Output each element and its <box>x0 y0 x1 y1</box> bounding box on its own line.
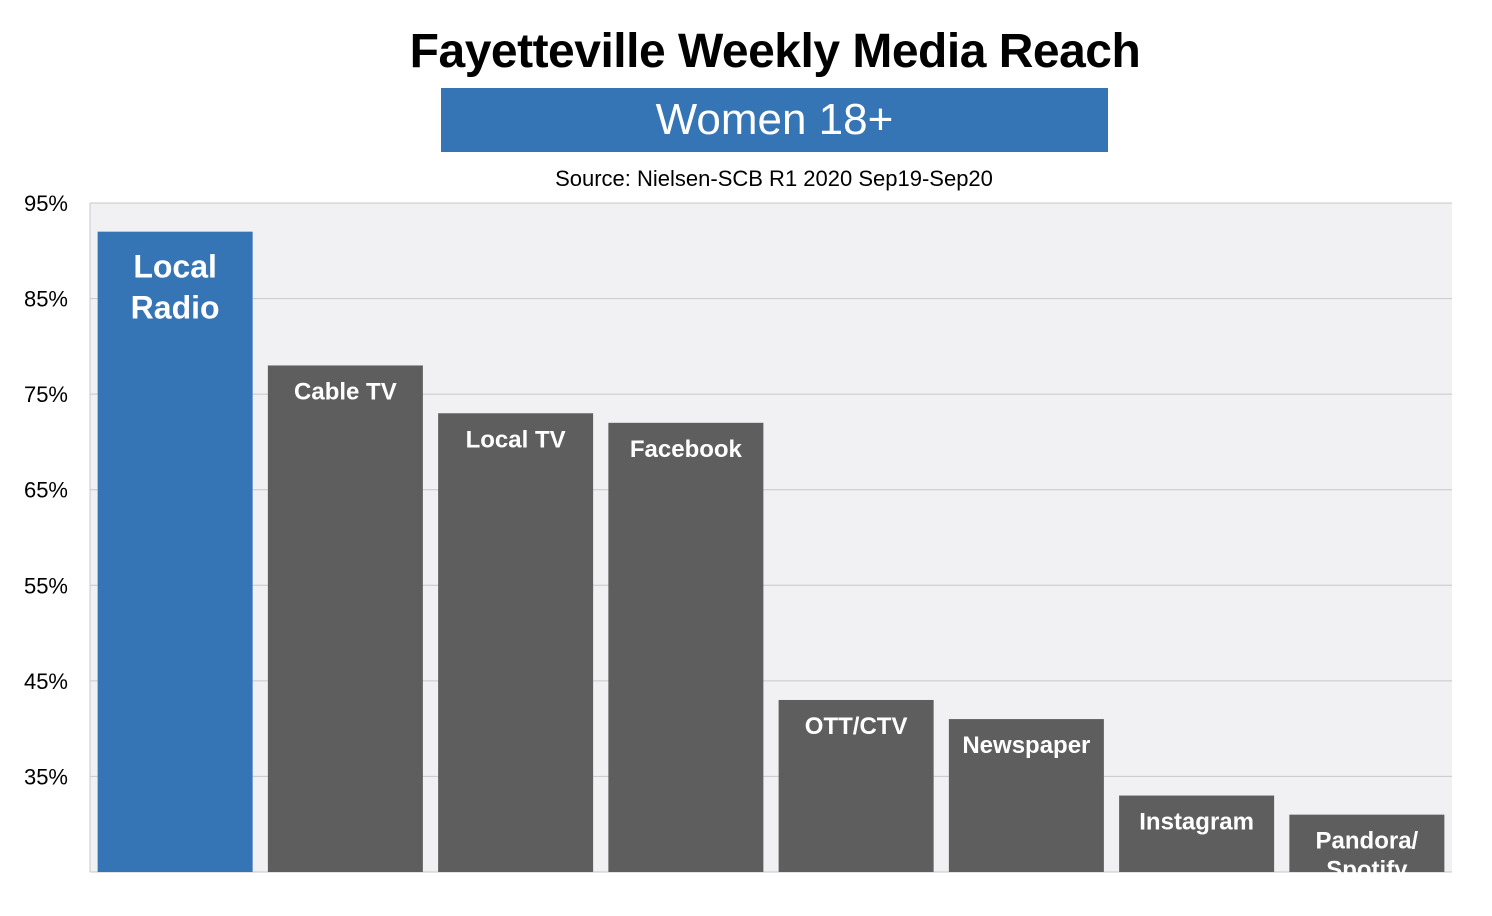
bar <box>1119 795 1275 872</box>
y-tick-label: 35% <box>24 764 68 789</box>
bar <box>97 231 253 872</box>
bar-label: Instagram <box>1139 809 1254 836</box>
bar-label: Spotify <box>1326 857 1408 884</box>
bar <box>608 422 764 872</box>
bar <box>267 365 423 872</box>
chart-title: Fayetteville Weekly Media Reach <box>409 25 1141 78</box>
y-tick-label: 55% <box>24 573 68 598</box>
y-tick-label: 75% <box>24 382 68 407</box>
y-tick-label: 65% <box>24 478 68 503</box>
bar <box>778 699 934 872</box>
chart-source: Source: Nielsen-SCB R1 2020 Sep19-Sep20 <box>555 166 993 191</box>
bar-label: Local <box>133 249 217 285</box>
bar-label: Radio <box>131 290 220 326</box>
bar-label: Facebook <box>630 436 743 463</box>
bar <box>1289 814 1445 872</box>
bar-label: Newspaper <box>962 732 1090 759</box>
bar <box>948 719 1104 872</box>
bar-label: Cable TV <box>294 378 397 405</box>
bar <box>438 413 594 872</box>
bar-label: Pandora/ <box>1316 828 1419 855</box>
chart-subtitle: Women 18+ <box>441 88 1108 152</box>
bar-label: OTT/CTV <box>805 713 908 740</box>
y-tick-label: 95% <box>24 191 68 216</box>
bar-label: Local TV <box>466 426 566 453</box>
y-tick-label: 45% <box>24 669 68 694</box>
y-tick-label: 85% <box>24 287 68 312</box>
